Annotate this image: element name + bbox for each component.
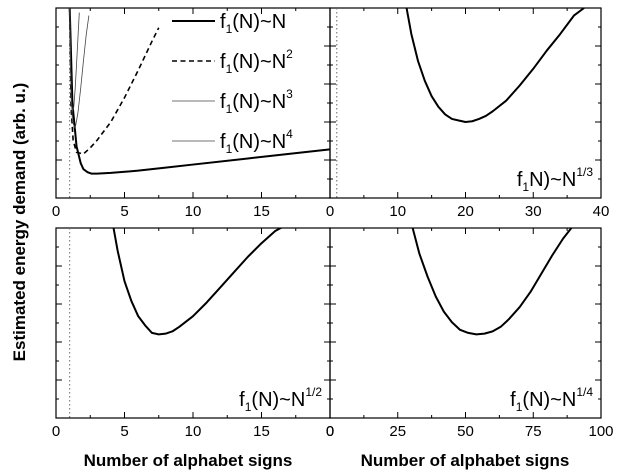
top-right-x-tick-label: 20 [457, 203, 474, 220]
legend-entry-1-mid: (N)~N [232, 51, 286, 73]
bottom-right-x-tick-label: 25 [389, 423, 406, 440]
bottom-left-annotation-sup: 1/2 [305, 385, 322, 399]
bottom-left-x-tick-label: 0 [326, 423, 334, 440]
top-left-series-line-3 [69, 8, 80, 112]
bottom-left-annotation-prefix: f [239, 389, 245, 411]
legend-entry-1-sup: 2 [286, 47, 293, 61]
top-left-x-tick-label: 15 [253, 203, 270, 220]
bottom-left-series-line-0 [112, 228, 283, 336]
frame-layer [55, 7, 602, 419]
top-right-annotation-sup: 1/3 [576, 165, 593, 179]
bottom-right-x-tick-label: 100 [588, 423, 613, 440]
top-left-x-tick-label: 10 [185, 203, 202, 220]
legend-entry-2-sup: 3 [286, 87, 293, 101]
top-left-x-tick-label: 5 [120, 203, 128, 220]
legend-entry-3-sub: 1 [226, 142, 233, 156]
top-left-series-line-1 [68, 8, 160, 155]
bottom-left-x-tick-label: 10 [185, 423, 202, 440]
legend-entry-2: f1(N)~N3 [220, 87, 293, 116]
x-axis-title-right: Number of alphabet signs [361, 451, 570, 470]
legend-entry-3-sup: 4 [286, 127, 293, 141]
top-right-annotation-prefix: f [517, 169, 523, 191]
top-right-series-line-0 [405, 8, 585, 123]
legend-entry-1-sub: 1 [226, 62, 233, 76]
legend-entry-3: f1(N)~N4 [220, 127, 293, 156]
bottom-right-x-tick-label: 0 [326, 423, 334, 440]
legend-entry-2-mid: (N)~N [232, 91, 286, 113]
legend-entry-0-mid: (N)~N [232, 11, 286, 33]
top-right-x-tick-label: 10 [389, 203, 406, 220]
bottom-left-annotation-mid: (N)~N [251, 389, 305, 411]
legend-entry-1-prefix: f [220, 51, 226, 73]
bottom-left-annotation-sub: 1 [245, 400, 252, 414]
top-right-x-tick-label: 30 [525, 203, 542, 220]
curve-layer [68, 8, 585, 418]
bottom-right-annotation: f1(N)~N1/4 [510, 385, 593, 414]
legend-entry-2-sub: 1 [226, 102, 233, 116]
top-right-annotation-sub: 1 [522, 180, 529, 194]
top-left-frame [55, 7, 331, 199]
x-axis-title-left: Number of alphabet signs [84, 451, 293, 470]
legend-entry-3-prefix: f [220, 131, 226, 153]
legend-entry-0-sub: 1 [226, 22, 233, 36]
bottom-right-series-line-0 [411, 228, 573, 336]
bottom-right-x-tick-label: 50 [457, 423, 474, 440]
legend-entry-1: f1(N)~N2 [220, 47, 293, 76]
y-axis-title: Estimated energy demand (arb. u.) [10, 83, 29, 362]
bottom-left-x-tick-label: 15 [253, 423, 270, 440]
top-left-x-tick-label: 0 [326, 203, 334, 220]
bottom-left-annotation: f1(N)~N1/2 [239, 385, 322, 414]
text-layer: 0 5 10 15 0f1(N)~Nf1(N)~N2f1(N)~N3f1(N)~N410… [52, 11, 614, 440]
bottom-right-annotation-sub: 1 [516, 400, 523, 414]
bottom-right-x-tick-label: 75 [525, 423, 542, 440]
legend-entry-0-prefix: f [220, 11, 226, 33]
top-right-annotation-mid: N)~N [529, 169, 576, 191]
legend-entry-2-prefix: f [220, 91, 226, 113]
legend-entry-3-mid: (N)~N [232, 131, 286, 153]
top-left-x-tick-label: 0 [52, 203, 60, 220]
legend-entry-0: f1(N)~N [220, 11, 286, 36]
bottom-left-x-tick-label: 0 [52, 423, 60, 440]
top-right-annotation: f1N)~N1/3 [517, 165, 593, 194]
bottom-left-x-tick-label: 5 [120, 423, 128, 440]
top-right-x-tick-label: 40 [593, 203, 610, 220]
bottom-right-annotation-mid: (N)~N [522, 389, 576, 411]
bottom-right-annotation-prefix: f [510, 389, 516, 411]
bottom-right-annotation-sup: 1/4 [576, 385, 593, 399]
